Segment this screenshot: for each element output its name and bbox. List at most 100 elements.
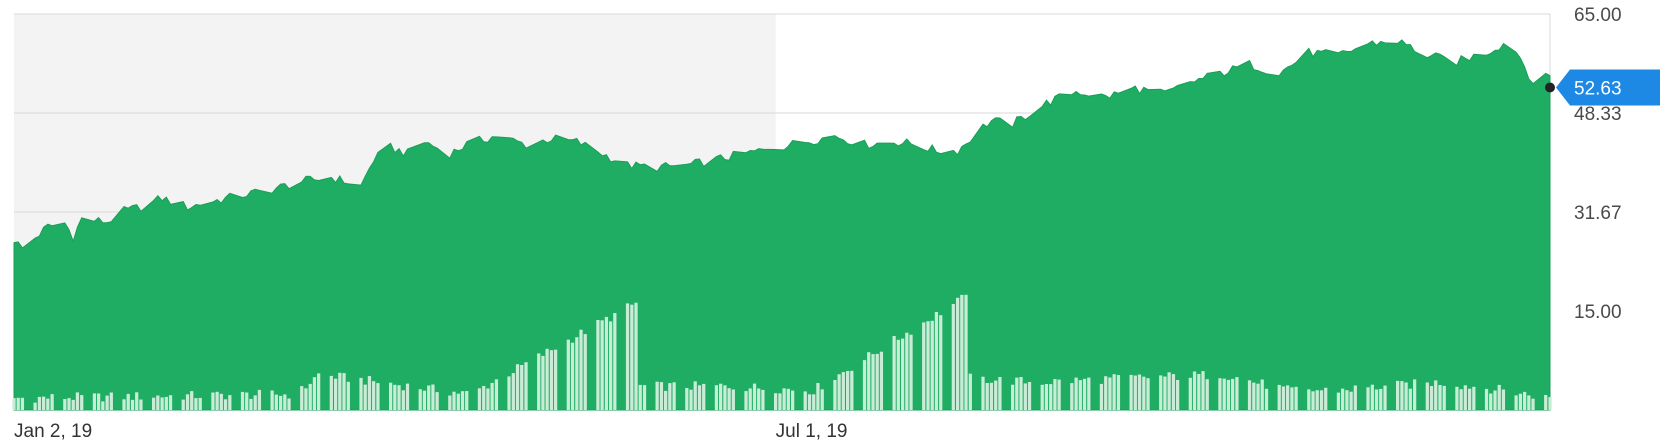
volume-bar bbox=[92, 393, 97, 410]
volume-bar bbox=[905, 332, 909, 410]
volume-bar bbox=[300, 386, 304, 410]
volume-bar bbox=[812, 394, 816, 410]
volume-bar bbox=[160, 397, 164, 410]
volume-bar bbox=[228, 395, 232, 410]
volume-bar bbox=[334, 378, 338, 410]
volume-bar bbox=[1518, 393, 1523, 410]
volume-bar bbox=[1523, 391, 1527, 410]
volume-bar bbox=[875, 353, 879, 410]
volume-bar bbox=[367, 376, 372, 410]
volume-bar bbox=[1438, 385, 1442, 410]
volume-bar bbox=[1336, 392, 1341, 410]
last-price-tag-shape bbox=[1556, 69, 1660, 106]
volume-bar bbox=[1146, 378, 1150, 410]
volume-bar bbox=[714, 385, 719, 410]
volume-bar bbox=[431, 384, 435, 410]
volume-bar bbox=[723, 385, 727, 410]
volume-bar bbox=[1044, 384, 1049, 410]
volume-bar bbox=[20, 397, 25, 410]
volume-bar bbox=[761, 389, 765, 410]
volume-bar bbox=[486, 388, 490, 410]
volume-bar bbox=[1235, 377, 1239, 410]
volume-bar bbox=[524, 362, 528, 410]
volume-bar bbox=[867, 352, 871, 410]
volume-bar bbox=[1349, 391, 1353, 410]
volume-bar bbox=[1099, 383, 1104, 410]
volume-bar bbox=[638, 384, 642, 410]
volume-bar bbox=[253, 395, 257, 410]
volume-bar bbox=[554, 349, 558, 410]
volume-bar bbox=[1137, 374, 1142, 410]
volume-bar bbox=[668, 383, 672, 410]
y-tick-label-0: 65.00 bbox=[1574, 5, 1622, 26]
volume-bar bbox=[1231, 378, 1235, 410]
volume-bar bbox=[401, 390, 405, 410]
volume-bar bbox=[719, 383, 723, 410]
volume-bar bbox=[1197, 374, 1201, 410]
volume-bar bbox=[1049, 384, 1053, 410]
volume-bar bbox=[1396, 380, 1400, 410]
volume-bar bbox=[786, 388, 790, 410]
volume-bar bbox=[194, 398, 198, 410]
volume-bar bbox=[270, 390, 274, 410]
volume-bar bbox=[1087, 377, 1091, 410]
volume-bar bbox=[968, 373, 972, 410]
volume-bar bbox=[122, 399, 126, 410]
volume-bar bbox=[1404, 382, 1408, 410]
volume-bar bbox=[287, 398, 291, 410]
volume-bar bbox=[1040, 384, 1044, 410]
volume-bar bbox=[1260, 379, 1264, 410]
volume-bar bbox=[1163, 376, 1167, 410]
volume-bar bbox=[879, 351, 884, 410]
volume-bar bbox=[198, 397, 202, 410]
volume-bar bbox=[422, 390, 427, 410]
volume-bar bbox=[1057, 379, 1061, 410]
volume-bar bbox=[42, 396, 46, 410]
volume-bar bbox=[515, 364, 520, 410]
volume-bar bbox=[1277, 384, 1281, 410]
volume-bar bbox=[219, 393, 223, 410]
volume-bar bbox=[960, 294, 964, 410]
volume-bar bbox=[1023, 383, 1027, 410]
volume-bar bbox=[545, 348, 549, 410]
volume-bar bbox=[109, 392, 113, 410]
volume-bar bbox=[985, 383, 989, 410]
volume-bar bbox=[80, 395, 84, 410]
volume-bar bbox=[1497, 384, 1501, 410]
volume-bar bbox=[448, 395, 452, 410]
volume-bar bbox=[168, 395, 173, 410]
volume-bar bbox=[630, 304, 634, 410]
volume-bar bbox=[1353, 385, 1357, 410]
volume-bar bbox=[1053, 379, 1057, 410]
volume-bar bbox=[1548, 397, 1552, 410]
volume-bar bbox=[418, 389, 422, 410]
volume-bar bbox=[896, 339, 900, 410]
volume-bar bbox=[600, 320, 604, 410]
volume-bar bbox=[494, 379, 499, 410]
volume-bar bbox=[245, 392, 249, 410]
volume-bar bbox=[33, 402, 37, 410]
volume-bar bbox=[1027, 382, 1032, 410]
volume-bar bbox=[1205, 379, 1209, 410]
volume-bar bbox=[1256, 383, 1260, 410]
volume-bar bbox=[1531, 398, 1535, 410]
volume-bar bbox=[75, 392, 80, 410]
volume-bar bbox=[685, 388, 689, 410]
volume-bar bbox=[1315, 390, 1319, 410]
volume-bar bbox=[791, 390, 795, 410]
volume-bars bbox=[12, 294, 1552, 410]
last-price-tag: 52.63 bbox=[1545, 69, 1660, 106]
volume-bar bbox=[376, 383, 380, 410]
volume-bar bbox=[752, 383, 757, 410]
volume-bar bbox=[702, 383, 706, 410]
volume-bar bbox=[909, 334, 913, 410]
volume-bar bbox=[1311, 391, 1315, 410]
volume-bar bbox=[317, 373, 321, 410]
volume-bar bbox=[1019, 377, 1023, 410]
volume-bar bbox=[1413, 379, 1417, 410]
volume-bar bbox=[731, 389, 735, 410]
volume-bar bbox=[1112, 374, 1116, 410]
volume-bar bbox=[456, 393, 460, 410]
volume-bar bbox=[926, 321, 930, 410]
volume-bar bbox=[1434, 380, 1438, 410]
